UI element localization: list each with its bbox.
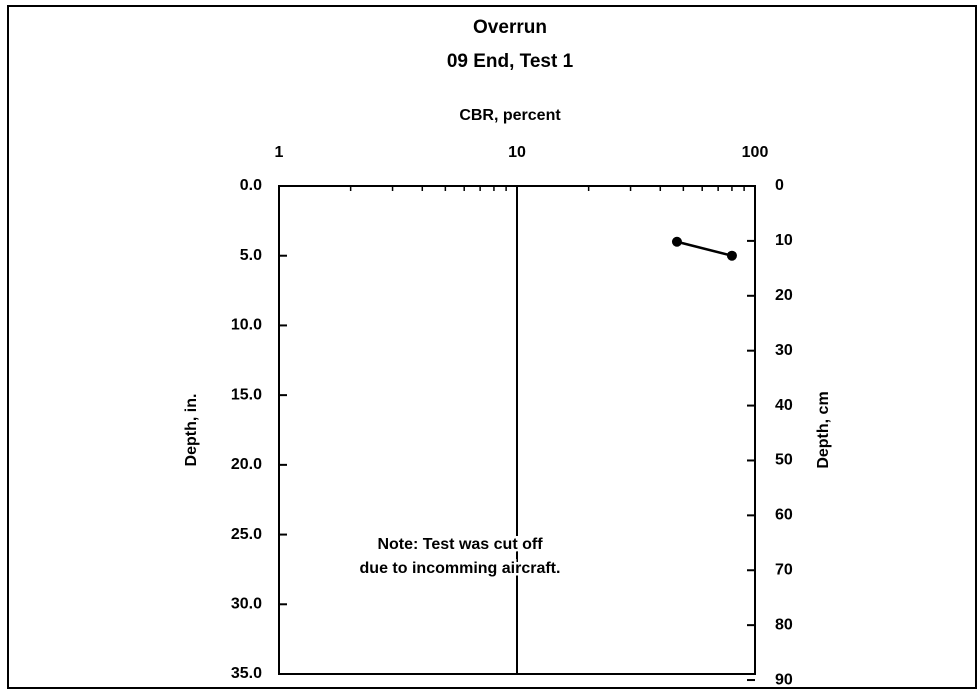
y2-tick-label: 0 [775, 177, 784, 194]
y-axis-label: Depth, in. [183, 394, 200, 467]
y-tick-label: 20.0 [231, 456, 262, 473]
y-tick-label: 5.0 [240, 247, 262, 264]
y2-tick-label: 50 [775, 452, 793, 469]
y2-tick-label: 80 [775, 616, 793, 633]
y2-axis-label: Depth, cm [815, 391, 832, 468]
x-tick-label: 100 [742, 144, 769, 161]
y2-tick-label: 70 [775, 561, 793, 578]
y2-tick-label: 10 [775, 232, 793, 249]
y2-tick-label: 90 [775, 671, 793, 688]
x-tick-label: 1 [275, 144, 284, 161]
frame [7, 5, 977, 689]
data-line [676, 240, 733, 257]
y2-tick-label: 60 [775, 507, 793, 524]
chart-title: Overrun [473, 17, 547, 38]
y-tick-label: 0.0 [240, 177, 262, 194]
y-tick-label: 30.0 [231, 596, 262, 613]
annotation: due to incomming aircraft. [360, 560, 561, 577]
y-tick-label: 10.0 [231, 317, 262, 334]
data-point [671, 236, 682, 247]
annotation: Note: Test was cut off [377, 536, 543, 553]
x-tick-label: 10 [508, 144, 526, 161]
y2-tick-label: 30 [775, 342, 793, 359]
y-tick-label: 35.0 [231, 665, 262, 682]
plot-area [278, 185, 756, 675]
x-axis-label: CBR, percent [459, 107, 561, 124]
y-tick-label: 25.0 [231, 526, 262, 543]
y-tick-label: 15.0 [231, 386, 262, 403]
y2-tick-label: 20 [775, 287, 793, 304]
data-point [726, 250, 737, 261]
y2-tick-label: 40 [775, 397, 793, 414]
chart-subtitle: 09 End, Test 1 [447, 51, 574, 72]
